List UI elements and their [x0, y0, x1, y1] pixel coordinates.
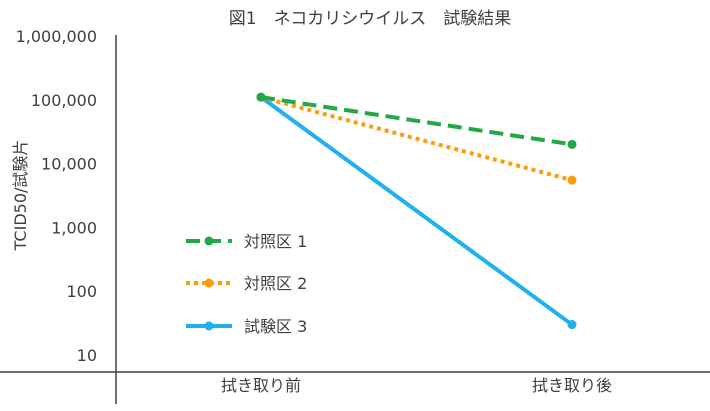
y-tick-label: 1,000 [51, 218, 97, 237]
series-group [256, 92, 577, 330]
series-line [260, 95, 573, 147]
legend-label: 対照区 2 [244, 274, 307, 293]
y-tick-label: 1,000,000 [16, 27, 97, 46]
legend-marker [204, 278, 214, 288]
data-point [567, 175, 577, 185]
y-tick-label: 100,000 [31, 91, 97, 110]
data-point [567, 139, 577, 149]
legend-label: 試験区 3 [244, 317, 307, 336]
legend-marker [204, 321, 214, 331]
x-axis-ticks: 拭き取り前 拭き取り後 [221, 376, 612, 395]
chart-title: 図1 ネコカリシウイルス 試験結果 [229, 9, 511, 29]
data-point [256, 92, 266, 102]
y-tick-label: 10 [77, 346, 97, 365]
y-tick-label: 100 [66, 282, 97, 301]
x-tick-label: 拭き取り後 [532, 376, 612, 395]
legend-label: 対照区 1 [244, 232, 307, 251]
y-tick-label: 10,000 [41, 155, 97, 174]
y-axis-ticks: 10 100 1,000 10,000 100,000 1,000,000 [16, 27, 97, 365]
series-line [260, 95, 573, 183]
data-point [567, 320, 577, 330]
legend: 対照区 1 対照区 2 試験区 3 [186, 232, 307, 336]
x-tick-label: 拭き取り前 [221, 376, 301, 395]
series-line [259, 95, 574, 327]
legend-marker [204, 236, 214, 246]
y-axis-label: TCID50/試験片 [11, 140, 30, 252]
